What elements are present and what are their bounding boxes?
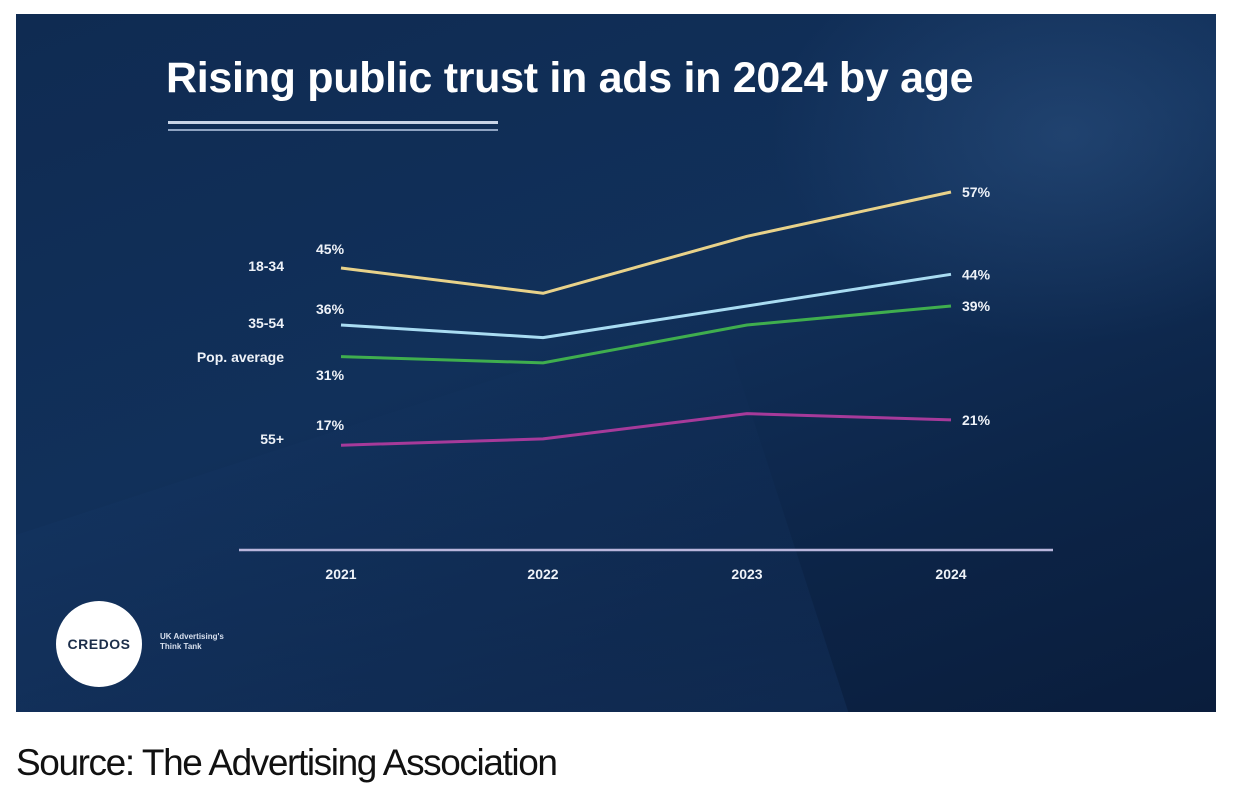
credos-logo: CREDOS [56, 601, 142, 687]
series-name-label: 35-54 [248, 315, 284, 331]
series-line [340, 272, 952, 340]
title-underline-top [168, 121, 498, 124]
data-label: 44% [962, 266, 991, 282]
series-name-label: 18-34 [248, 258, 284, 274]
x-axis: 2021 2022 2023 2024 [239, 548, 1053, 582]
data-label: 39% [962, 298, 991, 314]
series-name-label: Pop. average [197, 349, 284, 365]
data-label: 17% [316, 417, 345, 433]
data-label: 36% [316, 301, 345, 317]
series-lines [340, 190, 952, 447]
tagline-line-2: Think Tank [160, 642, 202, 651]
data-labels: 18-34 45% 57% 35-54 36% 44% Pop. average 31% 39%… [197, 184, 991, 447]
series-line [340, 304, 952, 365]
series-name-label: 55+ [260, 431, 284, 447]
logo-text: CREDOS [67, 636, 131, 652]
chart-title: Rising public trust in ads in 2024 by ag… [166, 54, 974, 102]
x-tick-label: 2021 [325, 566, 356, 582]
logo-tagline: UK Advertising's Think Tank [160, 632, 224, 652]
x-tick-label: 2023 [731, 566, 762, 582]
x-tick-label: 2022 [527, 566, 558, 582]
tagline-line-1: UK Advertising's [160, 632, 224, 641]
line-chart: 2021 2022 2023 2024 18-34 45% 57% 35-54 36% 44% P… [197, 184, 1053, 582]
chart-slide: Rising public trust in ads in 2024 by ag… [16, 14, 1216, 712]
series-line [340, 190, 952, 295]
data-label: 57% [962, 184, 991, 200]
source-caption: Source: The Advertising Association [16, 742, 558, 783]
data-label: 45% [316, 241, 345, 257]
series-line [340, 412, 952, 447]
data-label: 21% [962, 412, 991, 428]
x-tick-label: 2024 [935, 566, 966, 582]
data-label: 31% [316, 367, 345, 383]
title-underline-bottom [168, 129, 498, 131]
